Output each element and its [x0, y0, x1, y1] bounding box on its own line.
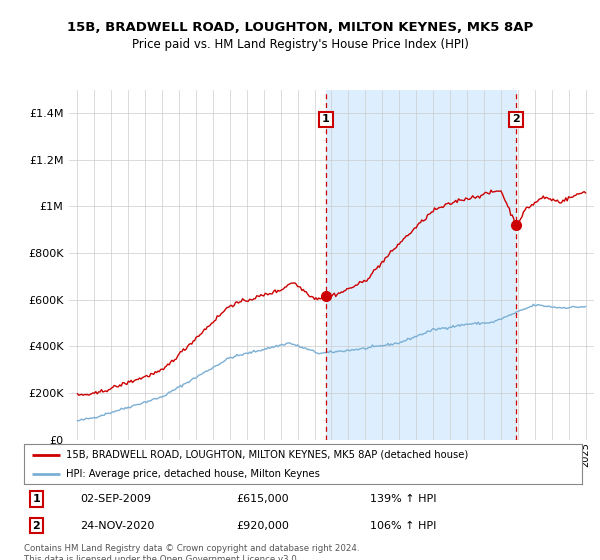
Text: HPI: Average price, detached house, Milton Keynes: HPI: Average price, detached house, Milt…: [66, 469, 320, 478]
Text: 24-NOV-2020: 24-NOV-2020: [80, 520, 154, 530]
Text: 1: 1: [322, 114, 330, 124]
Text: 139% ↑ HPI: 139% ↑ HPI: [370, 494, 436, 504]
Bar: [326, 90, 516, 440]
Text: 15B, BRADWELL ROAD, LOUGHTON, MILTON KEYNES, MK5 8AP (detached house): 15B, BRADWELL ROAD, LOUGHTON, MILTON KEY…: [66, 450, 468, 460]
Text: £920,000: £920,000: [236, 520, 289, 530]
Text: 15B, BRADWELL ROAD, LOUGHTON, MILTON KEYNES, MK5 8AP: 15B, BRADWELL ROAD, LOUGHTON, MILTON KEY…: [67, 21, 533, 34]
Text: 1: 1: [32, 494, 40, 504]
Text: 02-SEP-2009: 02-SEP-2009: [80, 494, 151, 504]
Text: Contains HM Land Registry data © Crown copyright and database right 2024.
This d: Contains HM Land Registry data © Crown c…: [24, 544, 359, 560]
Text: 106% ↑ HPI: 106% ↑ HPI: [370, 520, 436, 530]
Text: 2: 2: [32, 520, 40, 530]
Text: Price paid vs. HM Land Registry's House Price Index (HPI): Price paid vs. HM Land Registry's House …: [131, 38, 469, 50]
Text: £615,000: £615,000: [236, 494, 289, 504]
Text: 2: 2: [512, 114, 520, 124]
